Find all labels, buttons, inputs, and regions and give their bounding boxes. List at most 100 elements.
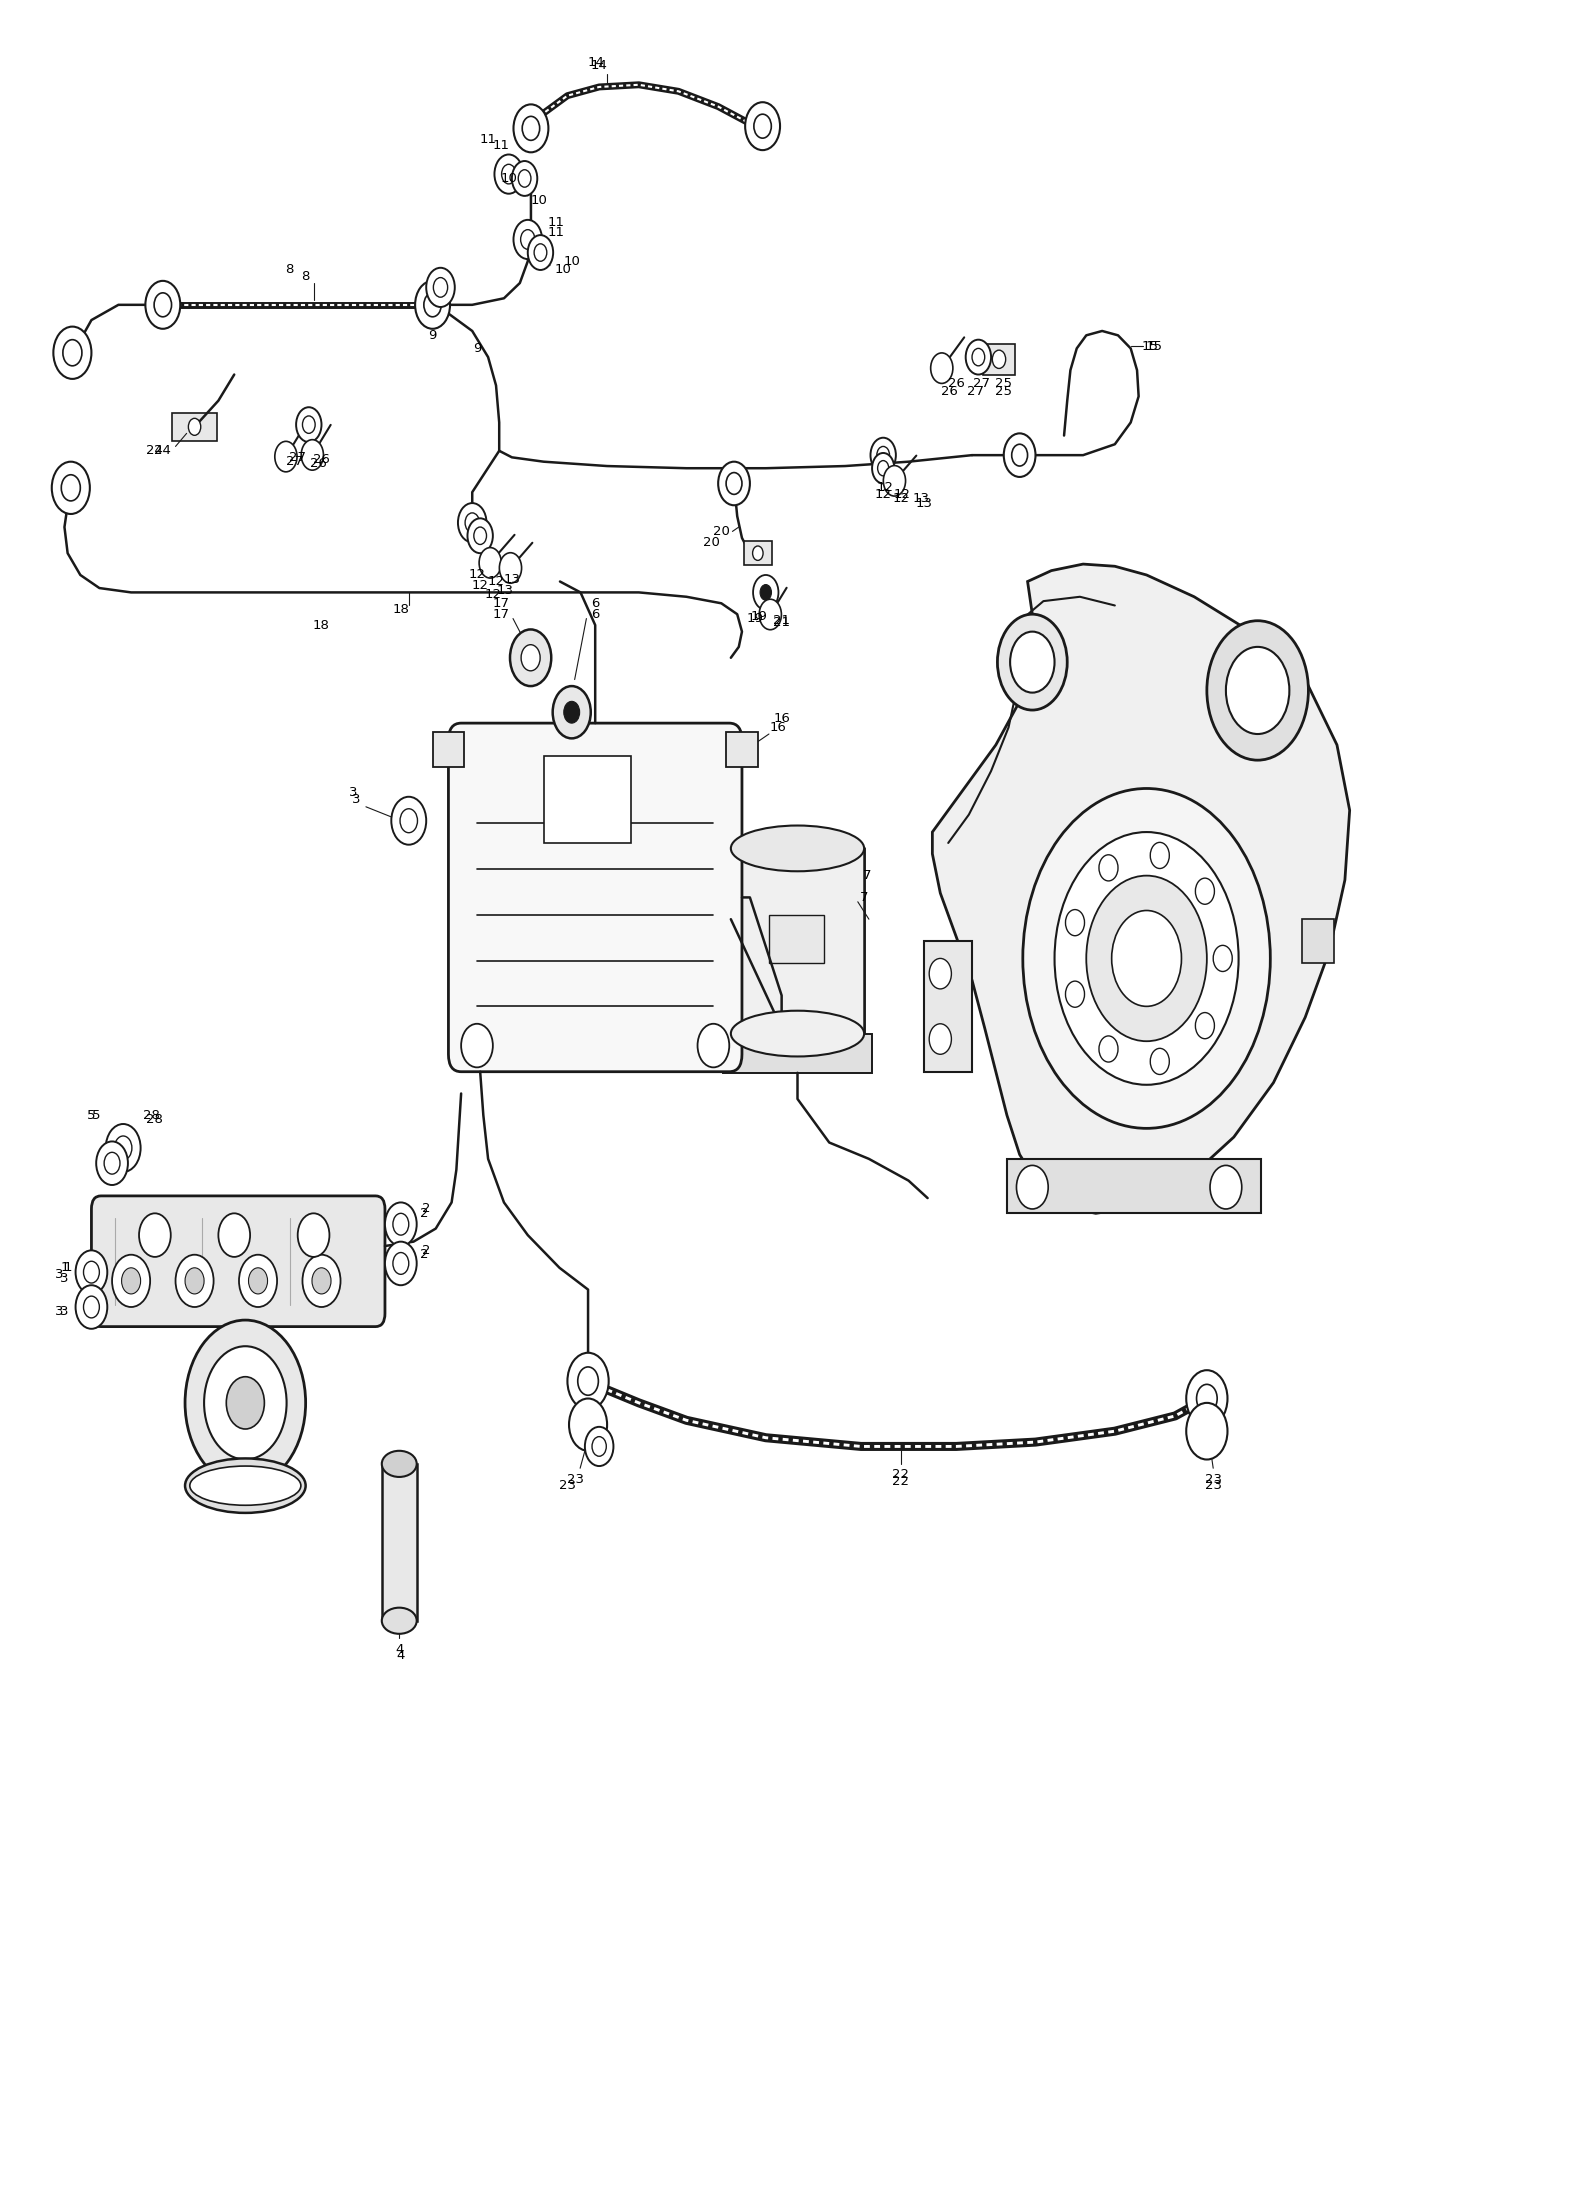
Text: 3: 3 xyxy=(61,1306,69,1319)
Circle shape xyxy=(494,155,523,195)
Circle shape xyxy=(930,958,951,989)
Text: 2: 2 xyxy=(421,1249,429,1262)
Circle shape xyxy=(1150,1048,1169,1074)
Circle shape xyxy=(501,164,515,184)
Circle shape xyxy=(115,1135,132,1159)
Text: 22: 22 xyxy=(892,1467,909,1481)
Text: 16: 16 xyxy=(774,713,790,726)
Text: 3: 3 xyxy=(56,1268,64,1282)
Circle shape xyxy=(585,1426,614,1465)
Circle shape xyxy=(298,1214,330,1258)
Circle shape xyxy=(1011,444,1027,466)
Bar xyxy=(1302,919,1333,962)
Circle shape xyxy=(303,416,316,433)
Ellipse shape xyxy=(185,1459,306,1513)
Circle shape xyxy=(434,278,448,297)
Text: 22: 22 xyxy=(892,1474,909,1487)
Circle shape xyxy=(400,809,418,833)
Circle shape xyxy=(1196,1384,1217,1413)
Circle shape xyxy=(520,230,534,249)
Text: 23: 23 xyxy=(566,1472,584,1485)
Text: 9: 9 xyxy=(429,328,437,341)
Circle shape xyxy=(1227,647,1289,735)
Circle shape xyxy=(1003,433,1035,477)
Text: 3: 3 xyxy=(61,1273,69,1286)
Circle shape xyxy=(514,105,549,153)
Text: 14: 14 xyxy=(587,57,605,70)
Text: 26: 26 xyxy=(309,457,327,470)
Text: 27: 27 xyxy=(289,451,306,464)
Text: 13: 13 xyxy=(504,573,520,586)
Circle shape xyxy=(384,1242,416,1286)
Text: 10: 10 xyxy=(553,262,571,276)
Circle shape xyxy=(930,352,952,383)
Bar xyxy=(743,540,772,564)
Circle shape xyxy=(139,1214,171,1258)
Circle shape xyxy=(568,1354,609,1408)
Text: 1: 1 xyxy=(61,1262,69,1275)
Text: 21: 21 xyxy=(774,615,790,628)
Circle shape xyxy=(415,280,450,328)
Circle shape xyxy=(51,461,89,514)
Circle shape xyxy=(53,326,91,378)
Text: 26: 26 xyxy=(947,376,965,389)
Circle shape xyxy=(61,475,80,501)
Circle shape xyxy=(884,466,906,496)
Text: 12: 12 xyxy=(892,492,909,505)
Bar xyxy=(925,940,971,1072)
Circle shape xyxy=(104,1153,120,1174)
Text: 11: 11 xyxy=(547,217,565,227)
Circle shape xyxy=(303,1255,341,1308)
Circle shape xyxy=(726,472,742,494)
Circle shape xyxy=(96,1142,128,1185)
Circle shape xyxy=(1211,1166,1243,1209)
Bar xyxy=(983,343,1014,374)
Text: 3: 3 xyxy=(56,1306,64,1319)
Text: 14: 14 xyxy=(590,59,608,72)
Circle shape xyxy=(965,339,990,374)
Circle shape xyxy=(219,1214,250,1258)
Text: 12: 12 xyxy=(485,588,501,601)
Text: 25: 25 xyxy=(995,385,1013,398)
Text: 7: 7 xyxy=(860,890,868,903)
Text: 8: 8 xyxy=(286,262,293,276)
Text: 27: 27 xyxy=(967,385,984,398)
Circle shape xyxy=(83,1297,99,1319)
Circle shape xyxy=(553,687,590,739)
Text: 26: 26 xyxy=(941,385,959,398)
Text: 6: 6 xyxy=(592,608,600,621)
Text: 6: 6 xyxy=(592,597,600,610)
Text: 19: 19 xyxy=(751,610,767,623)
Circle shape xyxy=(1010,632,1054,693)
Circle shape xyxy=(753,575,778,610)
Circle shape xyxy=(1065,910,1085,936)
Text: 11: 11 xyxy=(480,133,496,147)
Text: 18: 18 xyxy=(313,619,330,632)
Circle shape xyxy=(155,293,172,317)
FancyBboxPatch shape xyxy=(91,1196,384,1328)
Text: 4: 4 xyxy=(396,1642,404,1656)
Circle shape xyxy=(392,1214,408,1236)
Circle shape xyxy=(466,514,480,531)
Text: 23: 23 xyxy=(558,1478,576,1492)
Text: 10: 10 xyxy=(563,254,581,267)
Circle shape xyxy=(510,630,552,687)
Text: 21: 21 xyxy=(774,617,790,630)
Circle shape xyxy=(745,103,780,151)
Text: 17: 17 xyxy=(493,608,510,621)
Circle shape xyxy=(145,280,180,328)
Circle shape xyxy=(577,1367,598,1395)
Circle shape xyxy=(697,1024,729,1067)
Circle shape xyxy=(754,114,772,138)
Text: 5: 5 xyxy=(88,1109,96,1122)
Text: 17: 17 xyxy=(493,597,510,610)
Circle shape xyxy=(1195,879,1214,903)
Circle shape xyxy=(1065,982,1085,1008)
Text: 26: 26 xyxy=(313,453,330,466)
Text: 2: 2 xyxy=(423,1244,431,1258)
Circle shape xyxy=(512,162,538,197)
Text: 9: 9 xyxy=(472,341,482,354)
Circle shape xyxy=(930,1024,951,1054)
Text: 23: 23 xyxy=(1204,1478,1222,1492)
Circle shape xyxy=(297,407,322,442)
